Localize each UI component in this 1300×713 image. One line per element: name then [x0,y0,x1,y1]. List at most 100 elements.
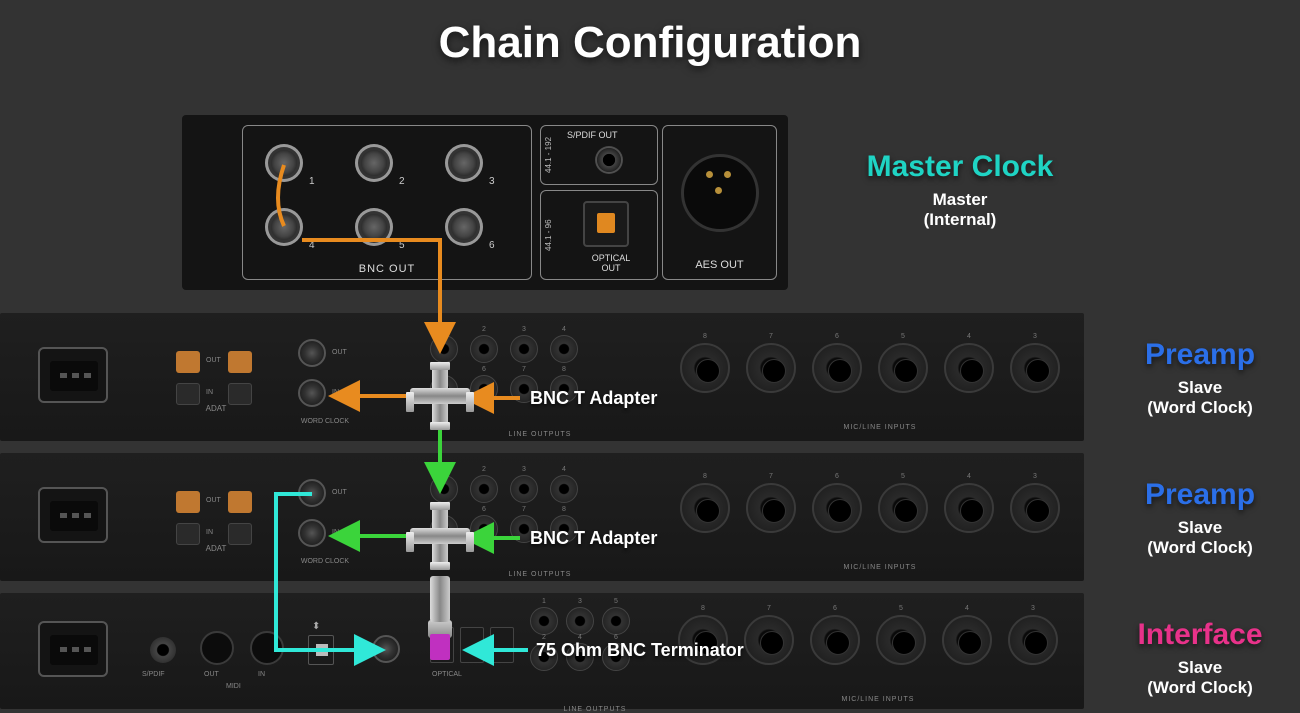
combo: 6 [810,615,860,665]
trs: 2 [470,475,498,503]
n: 5 [603,598,629,605]
optical-jack [583,201,629,247]
n: 8 [551,366,577,373]
bnc-out-section: 1 2 3 4 5 6 BNC OUT [242,125,532,280]
usb-icon: ⬍ [312,621,320,632]
optical-range: 44.1 - 96 [544,197,560,273]
preamp1-label: Preamp Slave (Word Clock) [1110,338,1290,418]
bnc-num: 2 [399,176,405,187]
usb-port [308,635,334,665]
n: 3 [511,326,537,333]
trs: 3 [510,335,538,363]
wc-in [298,519,326,547]
wordclock-section: OUT IN WORD CLOCK [290,475,360,565]
preamp-1-panel: OUT IN ADAT OUT IN WORD CLOCK 1 2 3 4 5 … [0,313,1084,441]
n: 3 [1012,333,1058,340]
n: 8 [680,605,726,612]
trs: 6 [470,515,498,543]
master-clock-panel: 1 2 3 4 5 6 BNC OUT S/PDIF OUT 44.1 - 19… [182,115,788,290]
trs: 1 [430,475,458,503]
n: 6 [812,605,858,612]
n: 8 [682,473,728,480]
spdif-label: S/PDIF [142,671,165,678]
bnc-t-adapter-1 [410,366,470,426]
device-name: Preamp [1110,478,1290,512]
bnc-stub [430,576,450,622]
trs: 4 [550,335,578,363]
wordclock-bnc [372,635,400,663]
midi-in [250,631,284,665]
adat-section: OUT IN ADAT [176,483,256,553]
device-name: Preamp [1110,338,1290,372]
combo: 6 [812,483,862,533]
adat-in-off [176,523,200,545]
optical-section: 44.1 - 96 OPTICALOUT [540,190,658,280]
device-sub: (Word Clock) [1110,398,1290,418]
n: 4 [551,326,577,333]
bnc-out-2 [355,144,393,182]
combo: 6 [812,343,862,393]
spdif-rca [150,637,176,663]
bnc-t-adapter-2 [410,506,470,566]
trs: 2 [470,335,498,363]
trs: 1 [530,607,558,635]
midi-out [200,631,234,665]
combo: 5 [876,615,926,665]
wordclock-section: OUT IN WORD CLOCK [290,335,360,425]
n: 2 [471,466,497,473]
interface-label: Interface Slave (Word Clock) [1100,618,1300,698]
aes-section: AES OUT [662,125,777,280]
aes-label: AES OUT [663,259,776,271]
optical-label: OPTICAL [432,671,462,678]
trs: 3 [566,607,594,635]
adat-section: OUT IN ADAT [176,343,256,413]
n: 4 [944,605,990,612]
adat-label: ADAT [176,404,256,413]
bnc-num: 3 [489,176,495,187]
micline-label: MIC/LINE INPUTS [680,424,1080,431]
device-sub: Master [820,190,1100,210]
preamp-2-panel: OUT IN ADAT OUT IN WORD CLOCK 1 2 3 4 5 … [0,453,1084,581]
combo: 5 [878,343,928,393]
adat-label: ADAT [176,544,256,553]
n: 3 [1012,473,1058,480]
bnc-num: 6 [489,240,495,251]
bnc-out-1 [265,144,303,182]
n: 8 [682,333,728,340]
bnc-out-6 [445,208,483,246]
combo: 8 [680,483,730,533]
lbl: OUT [204,671,219,678]
device-sub: (Word Clock) [1110,538,1290,558]
trs: 4 [550,475,578,503]
lineout-label: LINE OUTPUTS [430,431,650,438]
n: 7 [748,473,794,480]
n: 7 [748,333,794,340]
n: 7 [746,605,792,612]
n: 1 [531,598,557,605]
optical-label: OPTICALOUT [571,254,651,274]
bnc-num: 5 [399,240,405,251]
n: 2 [471,326,497,333]
combo: 3 [1010,343,1060,393]
page-title: Chain Configuration [0,18,1300,68]
adat-out-on [228,351,252,373]
n: 1 [431,466,457,473]
combo: 7 [744,615,794,665]
n: 6 [471,506,497,513]
trs: 3 [510,475,538,503]
adat-in-off [228,523,252,545]
combo: 7 [746,483,796,533]
terminator-callout: 75 Ohm BNC Terminator [536,640,744,661]
micline-label: MIC/LINE INPUTS [680,564,1080,571]
n: 5 [880,333,926,340]
wordclock-label: WORD CLOCK [280,558,370,565]
preamp2-label: Preamp Slave (Word Clock) [1110,478,1290,558]
device-sub: Slave [1110,518,1290,538]
spdif-jack [595,146,623,174]
combo: 8 [680,343,730,393]
device-name: Interface [1100,618,1300,652]
iec-inlet [38,621,108,677]
spdif-section: S/PDIF OUT 44.1 - 192 [540,125,658,185]
device-sub: (Word Clock) [1100,678,1300,698]
n: 1 [431,326,457,333]
